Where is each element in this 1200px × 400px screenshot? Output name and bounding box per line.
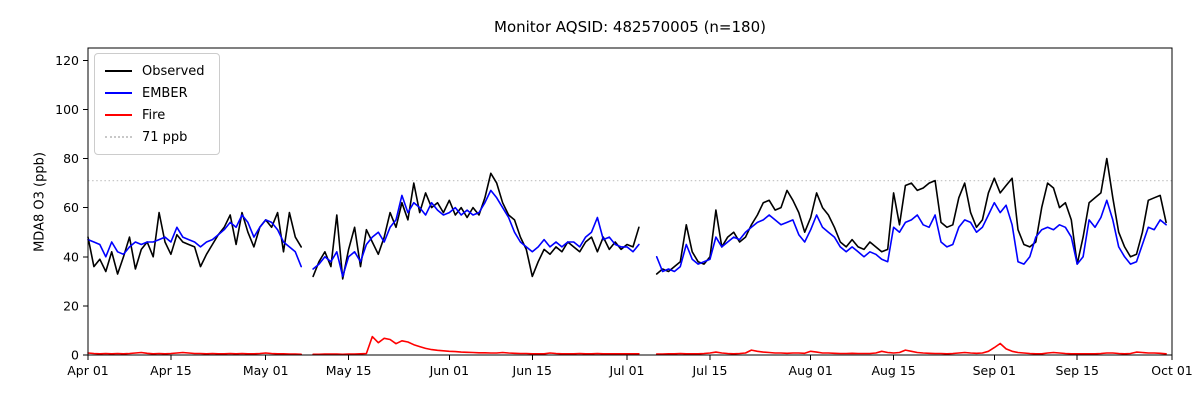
chart-title: Monitor AQSID: 482570005 (n=180) [494,18,766,36]
legend-label: Fire [142,107,166,123]
series-observed-line [87,157,1167,280]
legend-line-swatch [105,92,132,94]
y-tick-label: 40 [63,249,79,264]
x-tick-label: Jul 15 [691,363,727,378]
legend-item-ember: EMBER [105,82,205,104]
x-tick-label: Apr 15 [150,363,192,378]
y-tick-label: 20 [63,298,79,313]
axes-box [87,47,1173,356]
x-tick-label: May 15 [326,363,372,378]
y-axis-label: MDA8 O3 (ppb) [32,152,48,252]
legend-item-fire: Fire [105,104,205,126]
y-tick-label: 0 [71,348,79,363]
x-tick-label: Jul 01 [609,363,645,378]
y-tick-label: 100 [55,102,79,117]
legend-label: 71 ppb [142,129,188,145]
legend-item-71-ppb: 71 ppb [105,126,205,148]
series-fire-line [87,335,1167,356]
x-tick-label: Aug 01 [789,363,833,378]
y-tick-label: 80 [63,151,79,166]
legend: Observed EMBER Fire 71 ppb [94,53,220,155]
x-tick-label: Sep 15 [1055,363,1098,378]
legend-item-observed: Observed [105,60,205,82]
y-tick-label: 120 [55,53,79,68]
legend-line-swatch [105,114,132,116]
x-tick-label: May 01 [243,363,289,378]
legend-label: Observed [142,63,205,79]
legend-label: EMBER [142,85,188,101]
x-tick-label: Apr 01 [67,363,109,378]
legend-line-swatch [105,136,132,138]
y-tick-label: 60 [63,200,79,215]
x-tick-label: Oct 01 [1151,363,1193,378]
x-tick-label: Jun 15 [512,363,552,378]
legend-line-swatch [105,70,132,72]
series-ember-line [87,189,1167,278]
x-tick-label: Jun 01 [429,363,469,378]
x-tick-label: Sep 01 [973,363,1016,378]
x-tick-label: Aug 15 [871,363,915,378]
